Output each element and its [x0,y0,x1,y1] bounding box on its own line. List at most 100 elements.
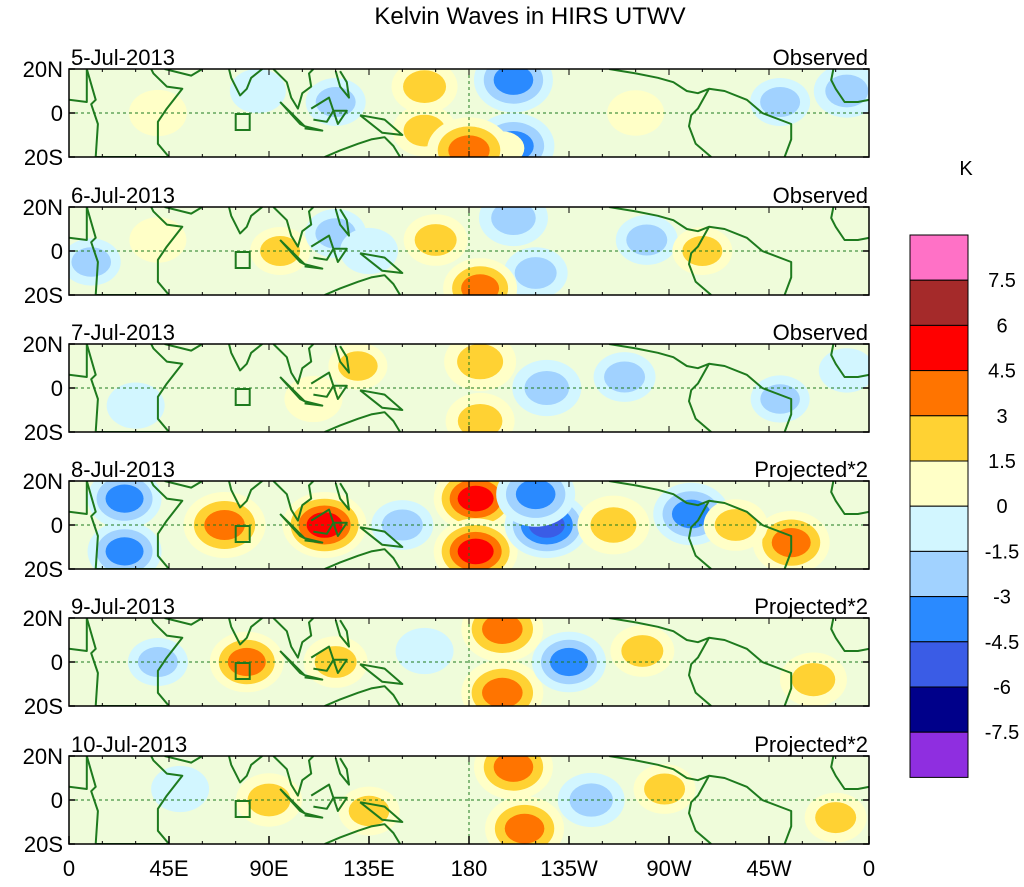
anomaly-blob-2-8-core1 [626,224,668,256]
panel-3: 20N 0 20S 7-Jul-2013 Observed [23,320,870,445]
panel-label: Observed [773,45,868,70]
y-tick-label: 0 [51,788,63,813]
y-tick-label: 0 [51,513,63,538]
y-tick-label: 20S [24,420,63,445]
anomaly-blob-6-1-core2 [493,756,534,782]
anomaly-blob-6-6-core1 [348,795,390,827]
panel-label: Observed [773,183,868,208]
anomaly-blob-4-2-core3 [457,538,494,565]
panel-1: 20N 0 20S 5-Jul-2013 Observed [23,45,870,170]
colorbar-swatch [909,686,969,733]
x-tick-label: 135E [343,856,394,881]
y-tick-label: 0 [51,101,63,126]
anomaly-blob-2-2-core1 [491,207,536,235]
anomaly-blob-5-7-core1 [137,647,178,677]
anomaly-blob-3-1-core1 [457,344,504,380]
anomaly-blob-4-13-core1 [381,509,423,541]
x-tick-label: 0 [63,856,75,881]
y-tick-label: 0 [51,376,63,401]
x-tick-label: 45W [746,856,791,881]
colorbar-label: 4.5 [988,361,1016,383]
y-tick-label: 20S [24,145,63,170]
anomaly-blob-4-5-core1 [590,507,637,543]
anomaly-blob-6-7-core1 [815,802,857,834]
colorbar-label: -4.5 [985,632,1019,654]
anomaly-blob-3-7 [106,382,165,429]
y-tick-label: 0 [51,239,63,264]
anomaly-blob-2-3-core1 [514,257,557,289]
y-tick-label: 20N [23,57,63,82]
anomaly-blob-6-8 [151,765,210,813]
colorbar: K 7.5 6 4.5 3 1.5 0 -1.5 -3 -4.5 -6 -7.5 [909,158,1019,778]
anomaly-blob-5-1-core2 [482,618,523,644]
y-tick-label: 20N [23,744,63,769]
panel-date: 5-Jul-2013 [71,45,175,70]
colorbar-label: 0 [996,496,1007,518]
anomaly-blob-5-2-core2 [482,677,523,706]
reference-box [234,525,251,543]
y-tick-label: 20S [24,694,63,719]
colorbar-label: -3 [993,587,1011,609]
reference-box [234,113,251,131]
figure-title: Kelvin Waves in HIRS UTWV [374,3,685,30]
panel-label: Projected*2 [754,457,868,482]
anomaly-blob-3-3-core1 [524,371,570,405]
panel-label: Projected*2 [754,732,868,757]
colorbar-swatch [909,596,969,643]
coastlines [69,69,869,157]
coastlines [69,756,869,844]
x-tick-label: 90E [249,856,288,881]
anomaly-blob-6-2-core2 [504,813,545,844]
colorbar-swatch [909,279,969,326]
coastlines [69,618,869,706]
panel-date: 10-Jul-2013 [71,732,187,757]
y-tick-label: 20S [24,283,63,308]
anomaly-blob-4-4-core2 [515,481,556,510]
anomaly-blob-2-4-core2 [461,274,500,295]
anomaly-blob-4-1-core3 [457,485,494,512]
panel-label: Projected*2 [754,594,868,619]
anomaly-blob-6-4-core1 [644,773,686,805]
colorbar-label: 1.5 [988,451,1016,473]
colorbar-swatch [909,550,969,598]
x-tick-label: 45E [149,856,188,881]
anomaly-blob-3-6 [284,375,343,423]
panel-5: 20N 0 20S 9-Jul-2013 Projected*2 [23,594,870,719]
anomaly-blob-2-1-core1 [414,224,457,256]
panel-date: 9-Jul-2013 [71,594,175,619]
reference-box [234,251,251,269]
colorbar-swatch [909,415,969,462]
reference-box [234,388,251,406]
colorbar-swatch [909,505,969,552]
x-tick-label: 180 [451,856,488,881]
anomaly-blob-5-4-core1 [621,635,664,667]
panel-date: 7-Jul-2013 [71,320,175,345]
reference-box [234,662,251,680]
anomaly-blob-3-4-core1 [604,361,646,393]
coastlines [69,207,869,295]
y-tick-label: 20N [23,469,63,494]
panel-4: 20N 0 20S 8-Jul-2013 Projected*2 [23,457,870,582]
y-tick-label: 20S [24,557,63,582]
colorbar-swatch [909,370,969,417]
anomaly-blob-1-6-core2 [448,135,490,157]
x-axis: 0 45E 90E 135E 180 135W 90W 45W 0 [63,836,875,881]
colorbar-label: -1.5 [985,541,1019,563]
colorbar-swatch [909,324,969,372]
colorbar-label: 7.5 [988,270,1016,292]
reference-box [234,800,251,818]
anomaly-blob-5-8-core1 [791,663,836,697]
panel-label: Observed [773,320,868,345]
colorbar-label: 3 [996,406,1007,428]
x-tick-label: 90W [646,856,691,881]
x-tick-label: 0 [863,856,875,881]
panel-date: 8-Jul-2013 [71,457,175,482]
colorbar-swatch [909,234,969,281]
anomaly-blob-2-11-core1 [71,247,112,277]
anomaly-blob-4-9-core2 [105,484,144,513]
anomaly-blob-1-11-core1 [825,74,869,108]
panel-2: 20N 0 20S 6-Jul-2013 Observed [23,183,870,308]
x-tick-label: 135W [540,856,598,881]
colorbar-label: 6 [996,315,1007,337]
